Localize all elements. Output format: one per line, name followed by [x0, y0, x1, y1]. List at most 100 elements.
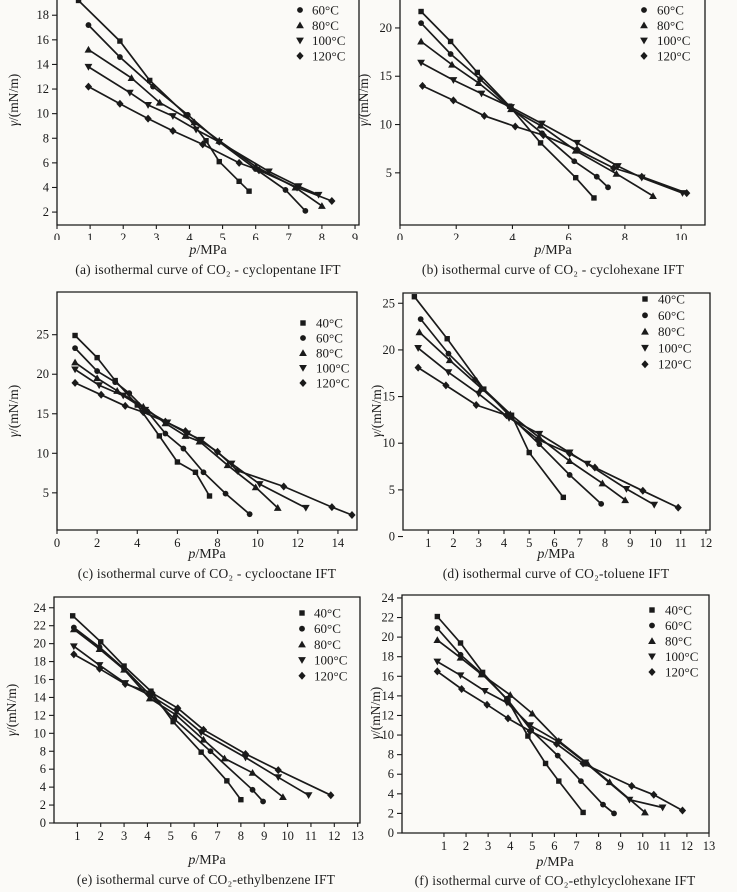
data-point-square — [556, 778, 562, 784]
x-axis-label: p/MPa — [57, 547, 357, 563]
data-point-diamond — [121, 401, 129, 410]
data-point-square — [572, 174, 579, 181]
y-tick-label: 5 — [389, 483, 395, 497]
legend-marker-100°C — [641, 344, 649, 352]
data-point-circle — [417, 316, 424, 323]
data-point-diamond — [674, 503, 682, 512]
legend-label: 60°C — [657, 3, 684, 18]
data-point-triangle-down — [474, 390, 483, 398]
data-point-square — [246, 188, 252, 194]
x-tick-label: 8 — [319, 231, 325, 240]
legend-marker-60°C — [641, 7, 647, 13]
data-point-triangle-up — [145, 694, 154, 702]
data-point-diamond — [650, 790, 658, 799]
data-point-diamond — [71, 378, 79, 387]
legend-label: 100°C — [658, 340, 691, 355]
data-point-triangle-down — [625, 796, 634, 804]
x-tick-label: 8 — [595, 839, 601, 851]
data-point-diamond — [97, 390, 105, 399]
data-point-triangle-down — [503, 699, 511, 707]
series-line — [88, 66, 319, 196]
y-tick-label: 20 — [380, 21, 393, 35]
data-point-square — [434, 613, 441, 620]
x-tick-label: 9 — [618, 839, 624, 851]
y-unit: /(mN/m) — [356, 73, 371, 121]
y-unit: /(mN/m) — [6, 384, 21, 432]
x-tick-label: 6 — [551, 536, 557, 549]
y-tick-label: 6 — [43, 156, 49, 170]
data-point-triangle-up — [536, 121, 545, 129]
legend-marker-80°C — [648, 637, 656, 644]
y-tick-label: 24 — [382, 591, 395, 605]
data-point-square — [174, 459, 181, 465]
data-point-triangle-up — [612, 170, 621, 177]
legend-label: 60°C — [316, 331, 343, 346]
data-point-diamond — [442, 381, 450, 390]
x-tick-label: 4 — [501, 536, 508, 549]
x-tick-label: 1 — [441, 839, 447, 851]
legend-marker-80°C — [640, 21, 648, 29]
x-tick-label: 4 — [144, 829, 151, 843]
data-point-diamond — [502, 411, 511, 420]
y-axis-label: γ/(mN/m) — [356, 45, 372, 155]
legend-label: 100°C — [316, 361, 349, 376]
data-point-diamond — [241, 749, 250, 758]
y-tick-label: 15 — [380, 69, 393, 83]
x-tick-label: 11 — [675, 536, 687, 549]
series-60°C — [417, 316, 605, 507]
x-tick-label: 8 — [238, 829, 244, 843]
x-tick-label: 9 — [352, 231, 358, 240]
data-point-square — [526, 449, 532, 456]
data-point-circle — [85, 22, 92, 28]
data-point-diamond — [418, 81, 427, 90]
data-point-triangle-up — [318, 202, 326, 209]
data-point-diamond — [414, 363, 422, 372]
y-tick-label: 6 — [388, 767, 394, 781]
data-point-triangle-up — [417, 37, 425, 45]
legend-marker-120°C — [648, 668, 656, 676]
y-tick-label: 0 — [389, 530, 395, 544]
series-line — [413, 296, 564, 498]
data-point-triangle-up — [273, 504, 282, 511]
x-tick-label: 2 — [453, 231, 459, 240]
data-point-square — [542, 760, 549, 767]
data-point-square — [457, 640, 464, 646]
data-point-triangle-down — [433, 658, 442, 666]
y-tick-label: 5 — [43, 486, 49, 500]
series-60°C — [418, 20, 611, 191]
data-point-triangle-down — [444, 369, 453, 377]
data-point-square — [198, 749, 204, 755]
x-unit: /MPa — [541, 243, 572, 258]
x-tick-label: 1 — [74, 829, 80, 843]
x-tick-label: 5 — [526, 536, 532, 549]
data-point-square — [591, 195, 597, 201]
legend-marker-60°C — [299, 625, 305, 632]
legend-marker-120°C — [640, 51, 648, 60]
plot-frame — [401, 594, 710, 834]
data-point-diamond — [280, 482, 288, 491]
gamma-symbol: γ — [369, 431, 384, 438]
gamma-symbol: γ — [4, 730, 19, 737]
x-tick-label: 0 — [54, 231, 60, 240]
x-tick-label: 6 — [551, 839, 557, 851]
x-tick-label: 8 — [214, 536, 220, 549]
gamma-symbol: γ — [6, 431, 21, 438]
data-point-square — [418, 8, 424, 15]
legend-label: 60°C — [658, 308, 685, 323]
y-tick-label: 8 — [388, 748, 394, 762]
legend-marker-60°C — [297, 7, 303, 13]
y-tick-label: 20 — [382, 630, 395, 644]
data-point-triangle-down — [535, 430, 544, 438]
data-point-square — [69, 613, 76, 619]
data-point-circle — [246, 511, 253, 518]
series-100°C — [69, 643, 313, 799]
plot-frame — [56, 291, 358, 531]
data-point-triangle-down — [417, 59, 425, 67]
legend-marker-80°C — [296, 21, 304, 29]
data-point-circle — [445, 350, 452, 357]
data-point-square — [238, 796, 244, 803]
